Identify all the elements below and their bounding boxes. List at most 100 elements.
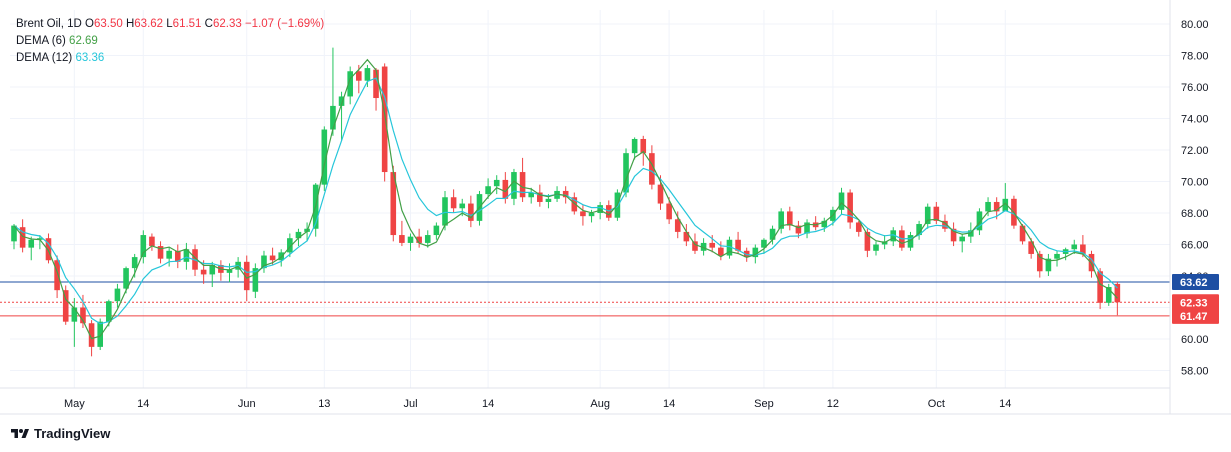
candle[interactable]	[907, 231, 914, 251]
candle[interactable]	[537, 184, 543, 207]
symbol-label: Brent Oil, 1D	[16, 18, 82, 30]
candle[interactable]	[588, 209, 595, 223]
candle[interactable]	[640, 135, 647, 166]
candle[interactable]	[442, 190, 448, 231]
candle[interactable]	[338, 91, 345, 141]
time-tick-label: 14	[482, 398, 494, 410]
candle[interactable]	[37, 235, 43, 250]
candle[interactable]	[468, 195, 474, 228]
candle[interactable]	[416, 228, 422, 248]
candle[interactable]	[364, 64, 371, 87]
candle[interactable]	[149, 233, 155, 251]
candle[interactable]	[950, 222, 957, 247]
candle[interactable]	[450, 189, 457, 213]
candle[interactable]	[399, 220, 405, 247]
candle-body	[692, 241, 698, 251]
candle[interactable]	[485, 178, 491, 199]
candle-body	[468, 203, 474, 221]
candle[interactable]	[1045, 253, 1052, 276]
candle[interactable]	[709, 235, 716, 253]
candle-body	[252, 268, 259, 292]
candle[interactable]	[838, 187, 845, 215]
candle[interactable]	[985, 197, 991, 217]
candle-body	[485, 186, 491, 195]
candle[interactable]	[287, 233, 293, 258]
candle[interactable]	[1028, 238, 1034, 259]
candle[interactable]	[700, 238, 707, 256]
candle[interactable]	[804, 219, 810, 239]
time-axis[interactable]: May 14 Jun 13 Jul 14 Aug 14 Sep 12 Oct 14	[0, 387, 1231, 415]
candle[interactable]	[433, 222, 440, 240]
candle[interactable]	[795, 220, 802, 239]
candle[interactable]	[933, 201, 940, 225]
candle[interactable]	[114, 283, 121, 308]
candle[interactable]	[959, 233, 965, 253]
candle[interactable]	[45, 233, 52, 264]
candle[interactable]	[761, 238, 767, 254]
candle[interactable]	[424, 230, 431, 248]
candle[interactable]	[924, 203, 931, 229]
candle[interactable]	[62, 285, 69, 325]
candle[interactable]	[261, 250, 267, 273]
candle[interactable]	[864, 228, 871, 258]
tradingview-brand[interactable]: TradingView	[10, 426, 110, 441]
candle[interactable]	[330, 47, 336, 136]
candle[interactable]	[787, 206, 793, 231]
candle[interactable]	[726, 236, 733, 259]
price-tick-label: 76.00	[1181, 82, 1209, 94]
candle[interactable]	[252, 263, 259, 299]
candle[interactable]	[373, 68, 379, 111]
candle[interactable]	[580, 205, 586, 226]
candle[interactable]	[71, 298, 78, 347]
candle[interactable]	[1097, 268, 1103, 310]
candle[interactable]	[200, 260, 207, 284]
candle[interactable]	[321, 126, 328, 191]
candle-body	[80, 307, 86, 324]
candle[interactable]	[28, 236, 35, 261]
candle[interactable]	[623, 148, 629, 198]
high-label: H	[125, 18, 135, 30]
candle[interactable]	[511, 168, 517, 206]
candle-body	[149, 236, 155, 247]
candle[interactable]	[666, 197, 672, 225]
candle[interactable]	[381, 63, 388, 182]
candle-body	[1054, 253, 1060, 259]
candle[interactable]	[519, 157, 526, 202]
candle[interactable]	[80, 294, 86, 328]
candle[interactable]	[847, 189, 853, 229]
candle[interactable]	[157, 241, 164, 264]
candle[interactable]	[493, 175, 500, 195]
candle[interactable]	[631, 137, 638, 160]
candle[interactable]	[174, 244, 181, 269]
candle[interactable]	[123, 266, 129, 294]
candle[interactable]	[916, 220, 922, 240]
candle-body	[804, 222, 810, 234]
candle[interactable]	[476, 190, 483, 226]
candle[interactable]	[528, 187, 534, 204]
candle-body	[1002, 198, 1009, 212]
candle[interactable]	[683, 224, 690, 247]
candle-body	[1080, 244, 1086, 254]
candle[interactable]	[166, 247, 172, 267]
candle[interactable]	[1019, 224, 1026, 245]
candle[interactable]	[821, 217, 828, 232]
candle[interactable]	[890, 227, 897, 247]
candle[interactable]	[183, 242, 190, 270]
candle[interactable]	[769, 225, 776, 245]
candle[interactable]	[1105, 283, 1112, 306]
candle[interactable]	[407, 233, 414, 251]
candle[interactable]	[11, 224, 17, 250]
candle[interactable]	[649, 145, 655, 190]
candle[interactable]	[390, 165, 397, 242]
price-lines	[0, 281, 1170, 317]
candle[interactable]	[778, 208, 784, 234]
candle[interactable]	[1036, 250, 1043, 278]
candle[interactable]	[855, 220, 862, 237]
candle[interactable]	[347, 66, 353, 105]
candle[interactable]	[1054, 250, 1060, 267]
candle-body	[924, 206, 931, 225]
candle[interactable]	[873, 241, 879, 256]
candle[interactable]	[54, 255, 60, 299]
candle[interactable]	[140, 230, 147, 264]
